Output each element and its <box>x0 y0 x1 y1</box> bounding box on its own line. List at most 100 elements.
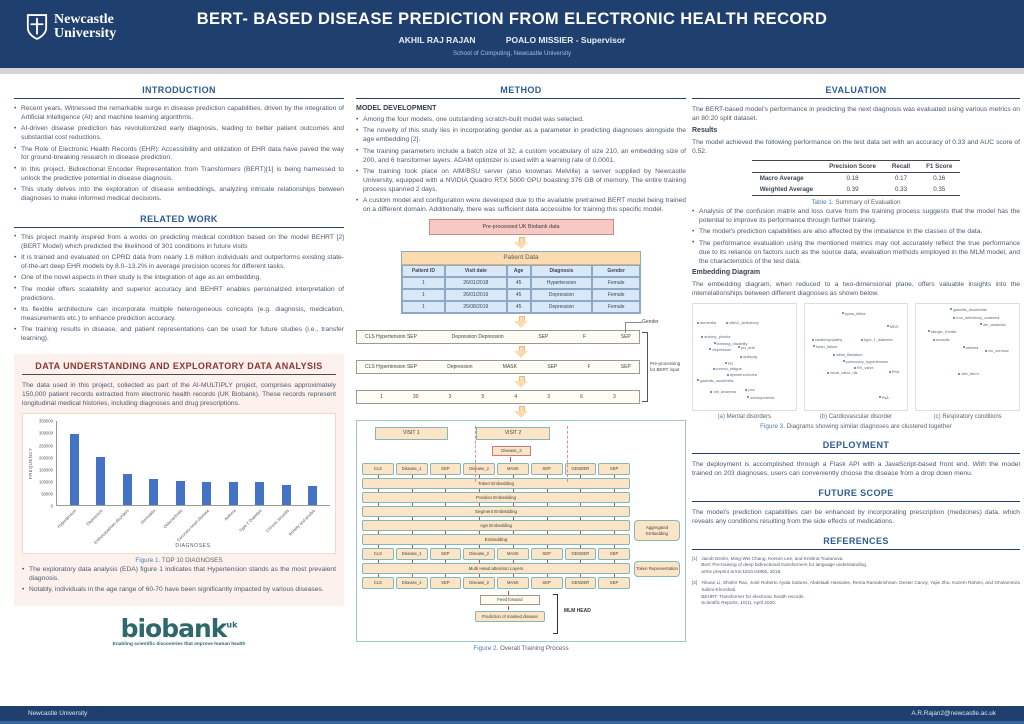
token-box: Disease_2 <box>463 576 495 589</box>
scatter-point-label: RV_valve <box>856 365 874 370</box>
connector-tick <box>531 488 563 492</box>
figure3-scatter-panels: dementia vitb12_deficiency anxiety_phobia l… <box>692 302 1021 420</box>
scatter-dot <box>712 367 715 370</box>
sequence-token-id: 6 <box>580 393 583 400</box>
sequence-token: SEP <box>620 333 631 340</box>
connector-tick <box>598 530 630 534</box>
bar <box>202 481 212 506</box>
preprocessing-flow-diagram: Pre-processed UK Biobank data Patient Da… <box>356 218 686 418</box>
evaluation-title: EVALUATION <box>692 85 1020 99</box>
mlm-arrow <box>508 605 510 610</box>
related-work-bullet: The training results in disease, and pat… <box>14 326 344 344</box>
table1-caption-text: Summary of Evaluation <box>833 199 901 207</box>
scatter-point: schizophrenia <box>747 395 774 400</box>
scatter-dot <box>878 396 881 399</box>
y-axis-tick-label: 100000 <box>39 479 53 485</box>
scatter-point: spina_bifida <box>841 311 865 316</box>
evaluation-bullets: Analysis of the confusion matrix and los… <box>692 208 1020 266</box>
x-axis-tick: Hypertension <box>56 506 87 543</box>
token-box: SEP <box>530 462 563 475</box>
figure1-caption-prefix: Figure 1. <box>135 557 161 565</box>
patient-table-header-cell: Age <box>506 264 531 277</box>
patient-table-cell: 26/01/2019 <box>444 288 507 301</box>
token-id-row: 1 30 3 5 4 3 6 3 <box>356 389 640 404</box>
patient-table-cell: Female <box>592 300 640 313</box>
future-scope-title: FUTURE SCOPE <box>692 488 1020 502</box>
connector-tick <box>430 544 462 548</box>
section-future-scope: FUTURE SCOPE The model's prediction capa… <box>692 488 1020 526</box>
scatter-point: oth_anaemia <box>710 389 736 394</box>
supervisor-name: POALO MISSIER - Supervisor <box>505 35 626 45</box>
references-title: REFERENCES <box>692 536 1020 550</box>
scatter-point-label: sinusitis <box>935 337 950 343</box>
table1-caption-prefix: Table 1. <box>811 199 834 207</box>
connector-tick <box>565 573 597 577</box>
bar <box>255 482 265 506</box>
scatter-dot <box>888 370 891 373</box>
scatter-point-label: oth_anaemia <box>713 389 736 395</box>
eval-table-header-cell: Precision Score <box>829 163 876 171</box>
eval-metric-value: 0.18 <box>846 175 859 183</box>
scatter-dot <box>724 362 727 365</box>
embedding-band: Segment Embedding <box>362 505 630 517</box>
scatter-point-label: learning_disability <box>716 340 748 346</box>
figure3-caption-prefix: Figure 3. <box>760 422 785 430</box>
scatter-dot <box>953 316 956 319</box>
connector-tick <box>531 530 563 534</box>
section-introduction: INTRODUCTION Recent years, Witnessed the… <box>14 85 344 204</box>
connector-tick <box>497 544 529 548</box>
scatter-point: juv_arth <box>738 345 755 350</box>
sequence-token: F <box>587 363 591 370</box>
connector-tick <box>497 502 529 506</box>
mlm-arrow <box>508 590 510 595</box>
x-axis-tick: Anxiety and phobia <box>287 506 326 543</box>
scatter-point-label: juv_arth <box>741 344 756 350</box>
token-box: SEP <box>429 576 462 589</box>
diagram-sidebar: Aggregated Embedding Token Representatio… <box>634 463 680 589</box>
scatter-point: cardiomyopathy <box>811 337 842 342</box>
visit-separator <box>475 425 477 482</box>
connector-tick <box>362 516 394 520</box>
biobank-uk-sup: uk <box>226 620 238 630</box>
logo-line-2: University <box>54 26 117 42</box>
connector-tick <box>463 516 495 520</box>
reference-text: Jacob Devlin, Ming-Wei Chang, Kenton Lee… <box>701 556 867 576</box>
method-bullet: Among the four models, one outstanding s… <box>356 116 686 125</box>
scatter-dot <box>958 372 961 375</box>
patient-table-cell: Female <box>592 288 640 301</box>
reference-number: [1] <box>692 555 698 561</box>
sequence-token: SEP <box>547 363 558 370</box>
section-method: METHOD MODEL DEVELOPMENT Among the four … <box>356 85 686 652</box>
scatter-point-label: schizophrenia <box>750 394 775 400</box>
scatter-plot-mental: dementia vitb12_deficiency anxiety_phobia l… <box>692 302 797 411</box>
figure2-caption: Figure 2. Overall Training Process <box>356 645 686 652</box>
panel-b-caption-prefix: (b) <box>819 413 828 420</box>
connector-tick <box>598 488 630 492</box>
visit1-box: VISIT 1 <box>374 426 448 440</box>
token-box: MASK <box>497 462 529 475</box>
scatter-point-label: PD <box>727 360 734 366</box>
token-box: SEP <box>598 576 630 589</box>
section-evaluation: EVALUATION The BERT-based model's perfor… <box>692 85 1021 430</box>
bar <box>149 479 159 506</box>
patient-table-cell: 1 <box>402 288 445 301</box>
panel-a-caption-prefix: (a) <box>717 413 725 420</box>
connector-tick <box>565 502 597 506</box>
connector-tick <box>565 544 597 548</box>
eval-table-row: Macro Average 0.18 0.17 0.16 <box>752 173 961 185</box>
connector-tick <box>531 516 563 520</box>
mlm-head-area: Feed forward Prediction of masked diseas… <box>362 590 680 637</box>
reference-text: Yikuan Li, Shishir Rao, José Roberto Aya… <box>701 580 1020 606</box>
token-box: GENDER <box>564 462 597 475</box>
scatter-dot <box>927 330 930 333</box>
arrow-down-icon <box>514 375 528 388</box>
token-box: CLS <box>362 576 394 589</box>
patient-table-cell: Depression <box>530 288 593 301</box>
introduction-bullet: The Role of Electronic Health Records (E… <box>14 145 344 164</box>
x-axis-tick-label: Asthma <box>222 508 237 522</box>
disease3-row: Disease_3 <box>362 445 680 457</box>
eval-row-label: Macro Average <box>759 175 804 183</box>
connector-tick <box>463 488 495 492</box>
right-column: EVALUATION The BERT-based model's perfor… <box>692 85 1021 617</box>
embedding-stack: CLS Disease_1 SEP Disease_2 MASK SEP GENDER SEP… <box>362 462 630 589</box>
